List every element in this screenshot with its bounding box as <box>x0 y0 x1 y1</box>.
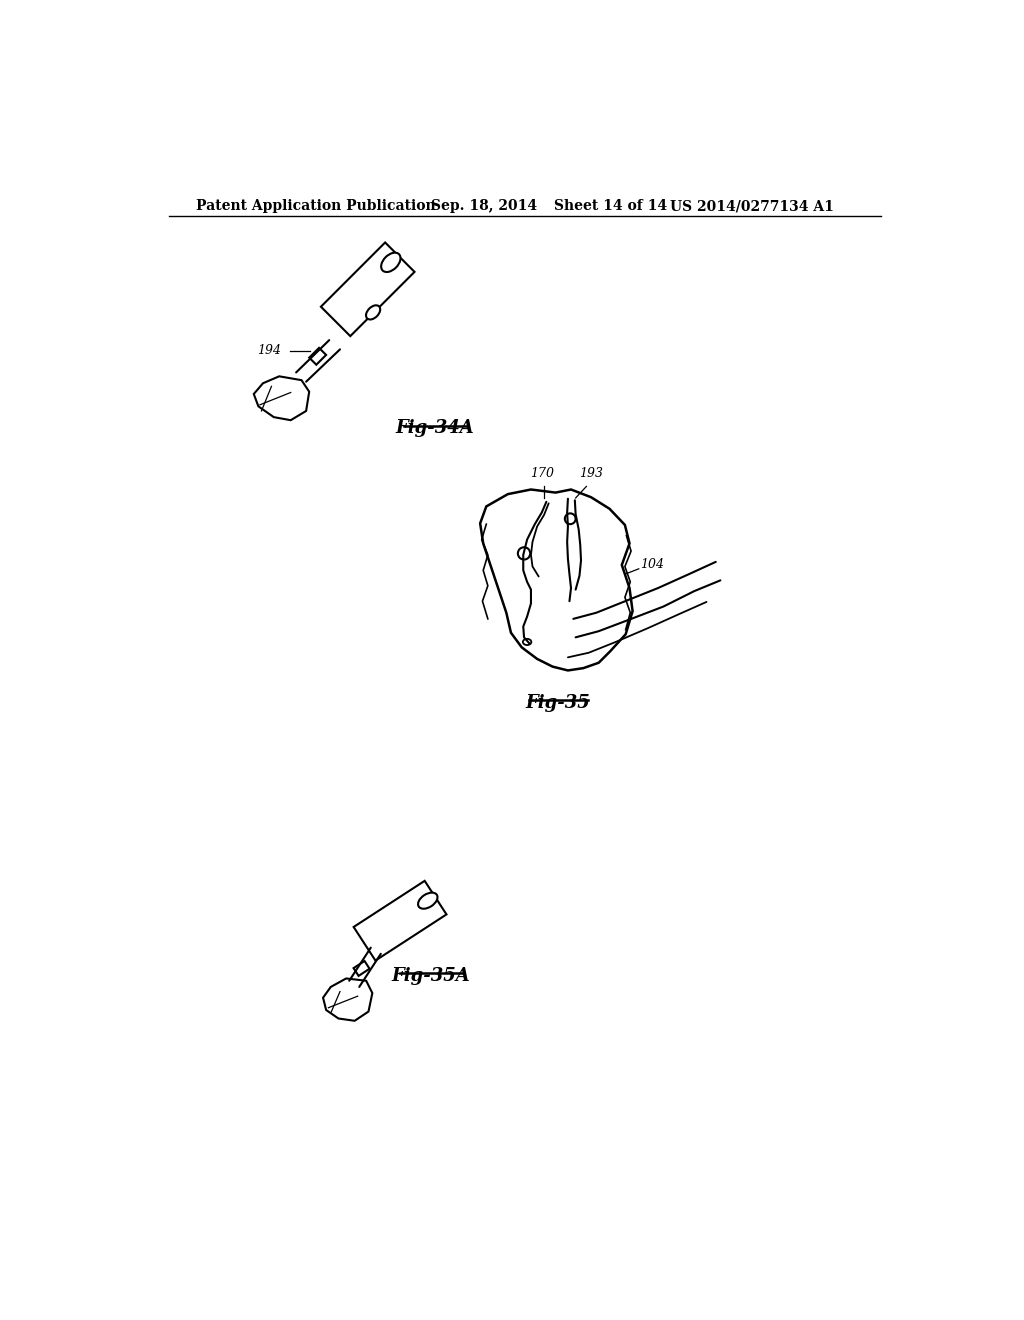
Circle shape <box>565 513 575 524</box>
Text: Fig-34A: Fig-34A <box>395 418 474 437</box>
Text: 170: 170 <box>529 467 554 480</box>
Circle shape <box>518 548 530 560</box>
Ellipse shape <box>418 892 437 908</box>
Polygon shape <box>309 348 326 364</box>
Polygon shape <box>321 243 415 337</box>
Polygon shape <box>323 978 373 1020</box>
Text: Sheet 14 of 14: Sheet 14 of 14 <box>554 199 668 213</box>
Text: Fig-35A: Fig-35A <box>391 966 470 985</box>
Text: Fig-35: Fig-35 <box>525 693 590 711</box>
Ellipse shape <box>381 252 400 272</box>
Text: US 2014/0277134 A1: US 2014/0277134 A1 <box>670 199 834 213</box>
Polygon shape <box>254 376 309 420</box>
Polygon shape <box>353 961 370 975</box>
Text: 194: 194 <box>258 345 282 358</box>
Text: Sep. 18, 2014: Sep. 18, 2014 <box>431 199 537 213</box>
Text: 104: 104 <box>640 558 665 572</box>
Polygon shape <box>353 880 446 961</box>
Ellipse shape <box>523 639 531 645</box>
Text: 193: 193 <box>579 467 603 480</box>
Ellipse shape <box>366 305 380 319</box>
Polygon shape <box>480 490 633 671</box>
Text: Patent Application Publication: Patent Application Publication <box>196 199 435 213</box>
